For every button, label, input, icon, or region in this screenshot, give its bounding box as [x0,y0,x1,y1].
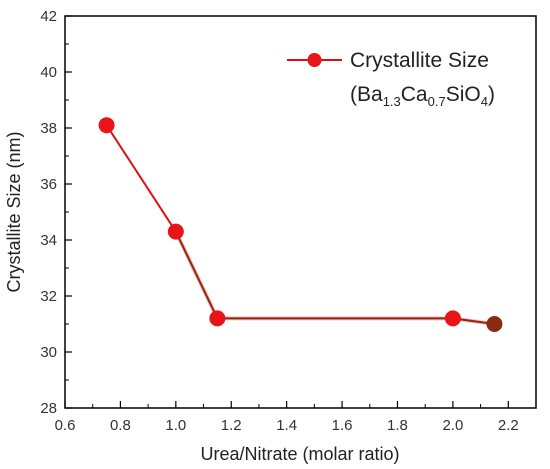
legend: Crystallite Size (Ba1.3Ca0.7SiO4) [287,49,495,109]
y-tick-label: 34 [40,232,57,249]
legend-formula: (Ba1.3Ca0.7SiO4) [350,83,495,109]
x-tick-label: 1.0 [165,417,186,434]
y-tick-label: 32 [40,288,57,305]
legend-formula-text: SiO [446,83,481,106]
series-line-segment [174,231,219,319]
x-tick-label: 1.4 [276,417,297,434]
x-tick-label: 1.6 [332,417,353,434]
x-axis-label: Urea/Nitrate (molar ratio) [200,444,399,464]
x-tick-label: 2.2 [498,417,519,434]
data-series [98,117,503,332]
y-tick-label: 28 [40,400,57,417]
plot-frame [64,15,537,409]
data-point [209,310,226,327]
legend-formula-subscript: 0.7 [428,94,446,109]
x-tick-label: 0.6 [55,417,76,434]
legend-formula-subscript: 4 [481,94,488,109]
data-point [98,117,115,134]
x-tick-label: 1.8 [387,417,408,434]
legend-formula-text: ) [488,83,495,106]
legend-entry: Crystallite Size [350,49,489,72]
legend-formula-subscript: 1.3 [383,94,401,109]
series-line-segment [105,124,177,233]
legend-formula-text: Ca [401,83,428,106]
y-tick-label: 36 [40,176,57,193]
y-tick-label: 40 [40,64,57,81]
data-point [444,310,461,327]
legend-marker [307,53,322,67]
data-point [167,223,184,240]
x-tick-label: 1.2 [221,417,242,434]
x-tick-label: 2.0 [442,417,463,434]
x-tick-label: 0.8 [110,417,131,434]
y-tick-label: 38 [40,120,57,137]
y-tick-label: 30 [40,344,57,361]
data-point [486,316,503,332]
axis-ticks: 0.6 0.8 1.0 1.2 1.4 1.6 1.8 2.0 2.2 28 30 32 34 36 38 4… [40,8,518,434]
y-tick-label: 42 [40,8,57,25]
legend-formula-text: (Ba [350,83,383,106]
y-axis-label: Crystallite Size (nm) [4,131,24,292]
